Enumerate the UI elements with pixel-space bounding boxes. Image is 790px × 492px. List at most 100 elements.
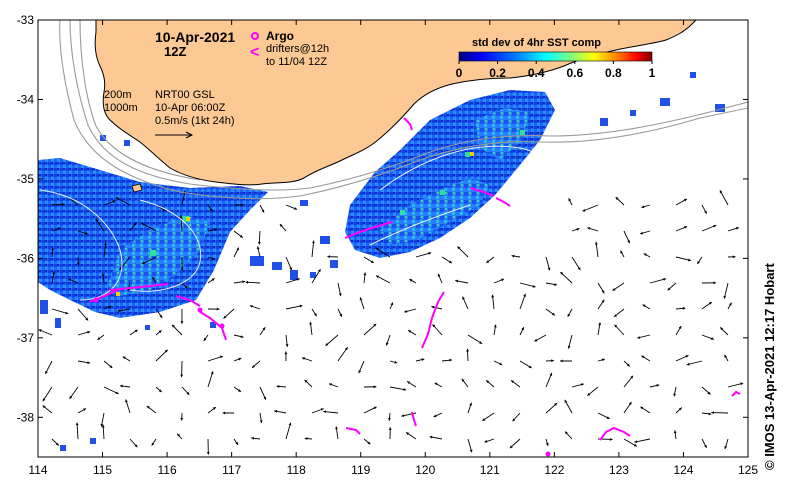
- current-arrow-head: [344, 347, 348, 351]
- current-arrow-head: [711, 411, 714, 415]
- x-tick-label: 119: [351, 463, 370, 477]
- current-arrow-head: [469, 449, 473, 453]
- sst-stddev-field: [38, 72, 725, 451]
- current-arrow: [42, 386, 53, 402]
- current-arrow-head: [87, 330, 91, 334]
- argo-label: Argo: [266, 29, 294, 43]
- current-arrow-head: [85, 317, 89, 321]
- current-arrow-head: [462, 296, 465, 300]
- current-arrow-head: [512, 418, 516, 422]
- current-arrow-head: [428, 252, 432, 255]
- current-arrow-head: [499, 362, 503, 366]
- current-arrow-head: [482, 418, 486, 421]
- current-arrow-head: [707, 391, 711, 395]
- current-arrow: [389, 386, 407, 391]
- current-arrow-head: [206, 452, 210, 455]
- current-arrow-head: [109, 365, 113, 368]
- model-time-label: 10-Apr 06:00Z: [155, 102, 226, 114]
- current-arrow-head: [656, 384, 660, 387]
- current-arrow-head: [431, 305, 435, 309]
- current-arrow-head: [83, 408, 87, 412]
- current-arrow-head: [486, 380, 490, 384]
- current-arrow-head: [421, 358, 425, 362]
- current-arrow: [325, 334, 339, 347]
- current-arrow: [467, 334, 483, 345]
- current-arrow-head: [598, 322, 602, 326]
- current-arrow-head: [223, 315, 227, 319]
- x-tick-label: 117: [222, 463, 241, 477]
- current-arrow-head: [551, 359, 554, 363]
- current-arrow-head: [582, 208, 586, 212]
- drifter-tracks: [89, 117, 741, 441]
- current-arrow-head: [609, 437, 613, 441]
- current-arrow-head: [177, 433, 181, 437]
- current-arrow-head: [461, 378, 465, 382]
- current-arrow-head: [370, 260, 374, 263]
- current-arrow-head: [68, 278, 72, 282]
- current-arrow-head: [146, 406, 150, 409]
- argo-symbol: [251, 32, 259, 40]
- current-arrow: [207, 371, 214, 388]
- current-arrow-head: [159, 314, 163, 318]
- current-arrow-head: [142, 261, 146, 265]
- current-arrow-head: [117, 309, 121, 313]
- current-arrow-head: [116, 197, 120, 201]
- current-arrow-head: [560, 272, 564, 275]
- current-arrow: [76, 422, 79, 440]
- colorbar-tick-label: 0.4: [528, 66, 545, 80]
- current-arrow-head: [158, 330, 162, 334]
- current-arrow-head: [55, 442, 59, 446]
- x-tick-label: 125: [738, 463, 758, 477]
- current-arrow-head: [724, 446, 728, 449]
- current-arrow-head: [214, 228, 218, 232]
- current-arrow-head: [61, 202, 65, 206]
- current-arrow-head: [237, 389, 241, 392]
- y-tick-label: -33: [17, 13, 35, 27]
- current-arrow-head: [594, 241, 598, 245]
- current-arrow-head: [309, 321, 313, 325]
- current-arrow-head: [678, 326, 682, 330]
- current-arrow-head: [180, 417, 184, 421]
- current-arrow-head: [210, 371, 214, 375]
- y-tick-label: -37: [17, 331, 35, 345]
- current-arrow-head: [211, 278, 215, 282]
- colorbar-tick-label: 0: [456, 66, 463, 80]
- current-arrow-head: [567, 313, 571, 317]
- current-arrow-head: [587, 227, 591, 230]
- current-arrow-head: [409, 279, 413, 282]
- current-arrow-head: [401, 414, 405, 418]
- current-arrow-head: [304, 437, 308, 441]
- current-arrow-head: [296, 278, 300, 281]
- current-arrow-head: [683, 198, 687, 202]
- current-arrow-head: [686, 362, 690, 366]
- current-arrow-head: [338, 293, 342, 297]
- current-arrow-head: [329, 383, 333, 386]
- current-arrow-head: [87, 361, 91, 365]
- current-arrow-head: [433, 414, 437, 418]
- current-arrow-head: [479, 341, 483, 344]
- current-arrow: [634, 438, 651, 443]
- current-arrow-head: [152, 276, 155, 280]
- current-arrow-head: [294, 207, 298, 210]
- current-arrow-head: [179, 215, 183, 218]
- current-arrow: [155, 349, 168, 362]
- current-arrow-head: [75, 422, 79, 426]
- current-arrow-head: [263, 396, 267, 400]
- current-arrow-head: [469, 402, 472, 406]
- current-arrow-head: [51, 247, 55, 251]
- current-arrow-head: [641, 355, 645, 359]
- current-arrow-head: [728, 302, 732, 306]
- current-arrow-head: [317, 269, 321, 273]
- current-arrow-head: [158, 389, 162, 393]
- current-arrow-head: [212, 407, 216, 410]
- current-arrow: [560, 271, 573, 284]
- current-arrow-head: [587, 392, 591, 396]
- current-arrow-head: [408, 330, 412, 333]
- current-arrow-head: [554, 283, 558, 286]
- current-arrow-head: [367, 441, 371, 445]
- current-arrow-head: [284, 351, 288, 355]
- current-arrow-head: [723, 295, 727, 299]
- current-arrow-head: [735, 226, 739, 230]
- current-arrow-head: [640, 231, 644, 235]
- current-arrow-head: [528, 365, 532, 369]
